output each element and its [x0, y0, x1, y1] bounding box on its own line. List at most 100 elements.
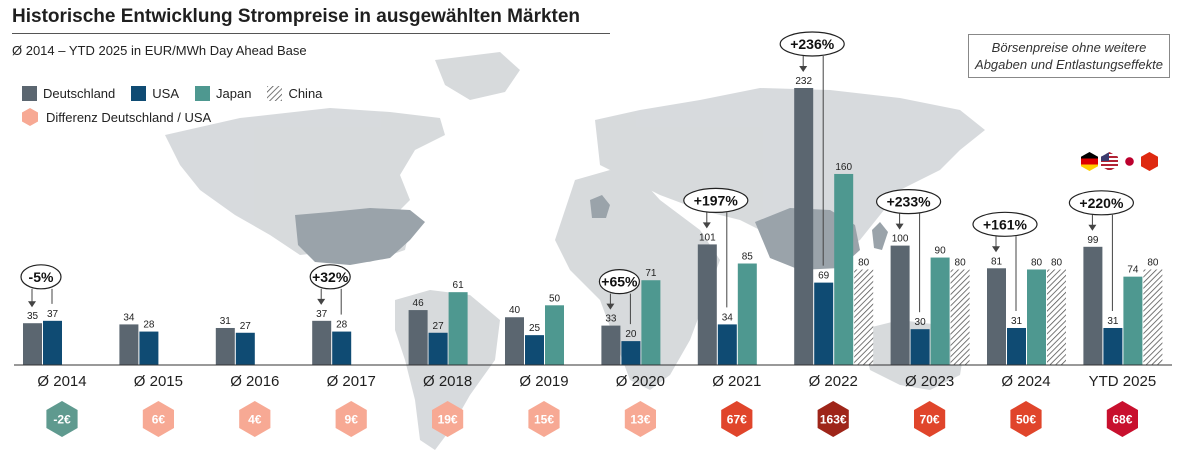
- value-label-japan-5: 50: [549, 293, 561, 304]
- china-flag-icon: [1141, 152, 1158, 171]
- japan-flag-icon: [1121, 152, 1138, 171]
- category-labels: Ø 2014 Ø 2015 Ø 2016 Ø 2017 Ø 2018 Ø 2019 Ø 20…: [37, 373, 1156, 390]
- percent-ellipse-3: [309, 264, 351, 290]
- bar-usa-10: [1007, 327, 1026, 365]
- value-label-deutschland-3: 37: [316, 309, 328, 320]
- note-box: Börsenpreise ohne weitere Abgaben und En…: [968, 34, 1170, 78]
- page-subtitle: Ø 2014 – YTD 2025 in EUR/MWh Day Ahead B…: [12, 43, 307, 58]
- value-label-japan-9: 90: [935, 246, 947, 257]
- value-label-deutschland-10: 81: [991, 256, 1003, 267]
- callout-arrowhead-7: [702, 222, 711, 229]
- bar-japan-7: [737, 263, 757, 365]
- value-label-deutschland-0: 35: [27, 311, 39, 322]
- legend-label-usa: USA: [152, 85, 180, 101]
- bar-china-10: [1047, 269, 1066, 365]
- bar-usa-9: [910, 329, 930, 365]
- value-label-deutschland-6: 33: [605, 314, 617, 325]
- bar-japan-9: [930, 257, 950, 365]
- bar-japan-5: [545, 305, 564, 365]
- value-label-japan-4: 61: [453, 280, 465, 291]
- difference-hexagon-8: [817, 401, 849, 437]
- bar-deutschland-9: [890, 245, 910, 365]
- bar-china-8: [854, 269, 874, 365]
- difference-hexagon-0: [46, 401, 78, 437]
- category-label-4: Ø 2018: [423, 373, 472, 390]
- value-label-deutschland-5: 40: [509, 305, 521, 316]
- difference-label-5: 15€: [534, 413, 554, 427]
- value-label-usa-7: 34: [722, 312, 734, 323]
- difference-label-0: -2€: [53, 413, 71, 427]
- callout-arrowhead-0: [28, 301, 36, 308]
- bar-deutschland-10: [987, 268, 1006, 365]
- percent-ellipse-9: [875, 189, 942, 215]
- callout-arrowhead-8: [799, 66, 808, 72]
- legend-swatch-deutschland: [22, 85, 37, 101]
- value-label-deutschland-1: 34: [123, 312, 135, 323]
- value-label-japan-8: 160: [835, 162, 852, 173]
- category-label-11: YTD 2025: [1089, 373, 1157, 390]
- category-label-1: Ø 2015: [134, 373, 183, 390]
- legend-label-deutschland: Deutschland: [43, 85, 116, 101]
- bar-japan-8: [834, 173, 854, 365]
- page-title: Historische Entwicklung Strompreise in a…: [12, 6, 610, 34]
- bar-usa-8: [814, 282, 834, 365]
- percent-label-10: +161%: [983, 216, 1028, 232]
- value-label-japan-10: 80: [1031, 257, 1043, 268]
- legend-item-japan: Japan: [195, 85, 251, 101]
- bar-deutschland-0: [23, 323, 42, 365]
- legend-item-usa: USA: [131, 85, 180, 101]
- difference-hexagon-5: [528, 401, 560, 437]
- bar-deutschland-2: [215, 327, 235, 365]
- japan-map-shape: [872, 222, 888, 250]
- difference-hexagon-3: [335, 401, 367, 437]
- value-label-usa-4: 27: [433, 321, 445, 332]
- difference-label-7: 67€: [727, 413, 747, 427]
- legend-item-china: China: [267, 85, 322, 101]
- value-label-deutschland-2: 31: [220, 316, 232, 327]
- bar-usa-11: [1103, 327, 1123, 365]
- legend-label-differenz: Differenz Deutschland / USA: [46, 109, 212, 125]
- usa-flag-icon: [1101, 152, 1118, 171]
- percent-ellipse-8: [779, 31, 845, 57]
- difference-label-8: 163€: [820, 413, 847, 427]
- value-label-japan-6: 71: [645, 268, 657, 279]
- percent-label-0: -5%: [29, 269, 54, 285]
- value-label-usa-11: 31: [1107, 316, 1119, 327]
- bar-usa-5: [525, 335, 544, 365]
- germany-map-shape: [590, 195, 610, 218]
- category-label-8: Ø 2022: [809, 373, 858, 390]
- value-label-deutschland-4: 46: [413, 298, 425, 309]
- bar-deutschland-6: [601, 325, 621, 365]
- flag-row: [1081, 152, 1158, 171]
- value-label-usa-8: 69: [818, 271, 830, 282]
- bar-usa-6: [621, 341, 641, 365]
- bar-japan-11: [1123, 276, 1143, 365]
- difference-badges: -2€ 6€ 4€ 9€ 19€ 15€ 13€ 67€ 163€ 70€ 50€ 68€: [46, 401, 1138, 437]
- legend-item-deutschland: Deutschland: [22, 85, 116, 101]
- difference-label-11: 68€: [1112, 413, 1132, 427]
- bar-deutschland-4: [408, 310, 428, 365]
- legend: Deutschland USA Japan China Differenz De…: [22, 84, 338, 132]
- difference-hexagon-11: [1106, 401, 1138, 437]
- difference-hexagon-2: [239, 401, 271, 437]
- bar-china-9: [950, 269, 970, 365]
- bar-deutschland-5: [505, 317, 524, 365]
- bar-deutschland-8: [794, 88, 814, 365]
- value-label-usa-6: 20: [625, 329, 637, 340]
- difference-label-1: 6€: [152, 413, 166, 427]
- callout-arrowhead-6: [606, 303, 615, 310]
- value-label-usa-9: 30: [915, 317, 927, 328]
- value-label-deutschland-9: 100: [892, 234, 909, 245]
- category-label-9: Ø 2023: [905, 373, 954, 390]
- bar-usa-7: [717, 324, 737, 365]
- percent-label-3: +32%: [312, 269, 349, 285]
- category-label-3: Ø 2017: [327, 373, 376, 390]
- percent-ellipse-10: [972, 211, 1038, 237]
- bar-usa-4: [428, 332, 448, 365]
- category-label-2: Ø 2016: [230, 373, 279, 390]
- difference-hexagon-9: [914, 401, 946, 437]
- callout-arrowhead-10: [992, 246, 1000, 253]
- value-label-china-8: 80: [858, 257, 870, 268]
- percent-label-6: +65%: [601, 274, 638, 290]
